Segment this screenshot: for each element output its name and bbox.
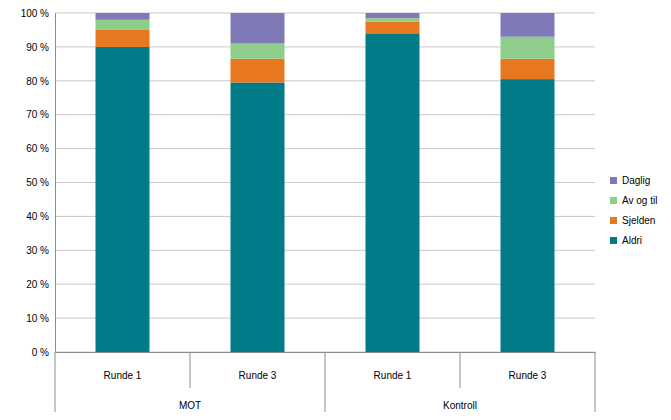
legend-item: Sjelden <box>610 215 655 226</box>
legend-swatch <box>610 237 617 244</box>
legend: Daglig Av og til Sjelden Aldri <box>610 175 657 246</box>
category-separator <box>55 352 56 412</box>
group-label: MOT <box>179 400 201 411</box>
bar-segment <box>366 33 420 352</box>
bar-segment <box>366 18 420 21</box>
bar-segment <box>501 13 555 37</box>
bar-segment <box>96 20 150 30</box>
y-tick: 10 % <box>26 313 55 324</box>
y-tick-label: 90 % <box>26 42 49 53</box>
legend-swatch <box>610 197 617 204</box>
legend-label: Sjelden <box>622 215 655 226</box>
x-tick: Runde 3 <box>239 352 277 381</box>
y-tick: 50 % <box>26 177 55 188</box>
legend-label: Av og til <box>622 195 657 206</box>
y-tick: 40 % <box>26 211 55 222</box>
legend-item: Av og til <box>610 195 657 206</box>
y-tick: 100 % <box>21 8 55 19</box>
y-tick-label: 0 % <box>32 347 49 358</box>
bar-segment <box>231 59 285 83</box>
y-axis-line <box>55 14 56 353</box>
x-tick: Runde 1 <box>374 352 412 381</box>
group-label: Kontroll <box>443 400 477 411</box>
x-tick: Runde 3 <box>509 352 547 381</box>
bar-segment <box>96 47 150 352</box>
y-tick: 90 % <box>26 42 55 53</box>
series <box>96 13 555 44</box>
y-tick-label: 100 % <box>21 8 49 19</box>
legend-label: Daglig <box>622 175 650 186</box>
chart: 0 % 10 % 20 % 30 % 40 % 50 % 60 % 70 % 80 % 90 % 1… <box>0 0 671 420</box>
y-tick-label: 20 % <box>26 279 49 290</box>
bar-segment <box>96 13 150 20</box>
bar-segment <box>501 59 555 79</box>
category-separator <box>460 352 461 388</box>
x-tick-label: Runde 3 <box>509 370 547 381</box>
y-tick-label: 10 % <box>26 313 49 324</box>
y-axis: 0 % 10 % 20 % 30 % 40 % 50 % 60 % 70 % 80 % 90 % 1… <box>21 8 56 358</box>
x-tick-label: Runde 1 <box>374 370 412 381</box>
separators <box>55 352 595 412</box>
y-tick-label: 60 % <box>26 143 49 154</box>
y-tick: 0 % <box>32 347 55 358</box>
bar-segment <box>96 30 150 47</box>
bar-segment <box>501 37 555 59</box>
legend-label: Aldri <box>622 235 642 246</box>
category-separator <box>190 352 191 388</box>
y-tick: 60 % <box>26 143 55 154</box>
series <box>96 18 555 59</box>
x-tick-label: Runde 1 <box>104 370 142 381</box>
bar-segment <box>501 79 555 352</box>
y-tick: 30 % <box>26 245 55 256</box>
y-tick-label: 70 % <box>26 109 49 120</box>
bar-segment <box>366 13 420 18</box>
bars <box>96 13 555 352</box>
y-tick: 80 % <box>26 76 55 87</box>
y-tick-label: 50 % <box>26 177 49 188</box>
bar-segment <box>231 13 285 44</box>
legend-swatch <box>610 177 617 184</box>
series <box>96 33 555 352</box>
y-tick: 20 % <box>26 279 55 290</box>
x-tick: Runde 1 <box>104 352 142 381</box>
series <box>96 21 555 82</box>
legend-item: Daglig <box>610 175 650 186</box>
y-tick-label: 40 % <box>26 211 49 222</box>
grid <box>55 13 595 352</box>
y-tick-label: 80 % <box>26 76 49 87</box>
bar-segment <box>231 82 285 352</box>
bar-segment <box>231 44 285 59</box>
bar-segment <box>366 21 420 33</box>
legend-item: Aldri <box>610 235 642 246</box>
x-tick-label: Runde 3 <box>239 370 277 381</box>
y-tick: 70 % <box>26 109 55 120</box>
category-separator <box>325 352 326 412</box>
legend-swatch <box>610 217 617 224</box>
y-tick-label: 30 % <box>26 245 49 256</box>
category-separator <box>595 352 596 412</box>
